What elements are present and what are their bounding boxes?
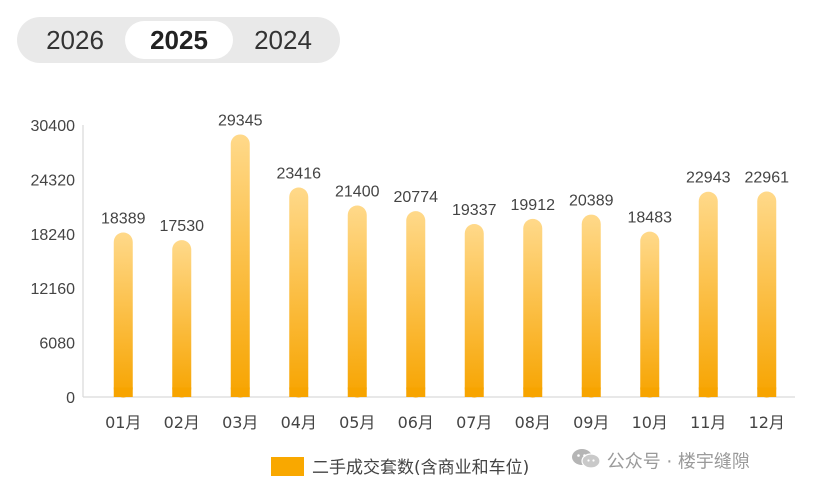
year-tab-2024[interactable]: 2024 — [254, 25, 312, 55]
bar-base — [523, 387, 543, 397]
x-tick-label: 01月 — [105, 413, 141, 432]
year-tab-2026[interactable]: 2026 — [46, 25, 104, 55]
data-label: 20774 — [394, 189, 439, 206]
x-tick-label: 02月 — [164, 413, 200, 432]
bar[interactable] — [581, 214, 601, 398]
data-label: 23416 — [277, 165, 322, 182]
x-tick-label: 07月 — [456, 413, 492, 432]
bar[interactable] — [347, 205, 367, 398]
bar-base — [464, 387, 484, 397]
bar[interactable] — [230, 134, 250, 398]
y-tick-label: 12160 — [31, 281, 76, 298]
x-tick-label: 05月 — [339, 413, 375, 432]
x-tick-label: 08月 — [515, 413, 551, 432]
data-label: 19337 — [452, 202, 497, 219]
data-label: 21400 — [335, 184, 380, 201]
y-tick-label: 24320 — [31, 172, 76, 189]
y-tick-label: 0 — [66, 390, 75, 407]
x-tick-label: 06月 — [398, 413, 434, 432]
bar-base — [230, 387, 250, 397]
bar[interactable] — [289, 187, 309, 398]
x-tick-label: 04月 — [281, 413, 317, 432]
bar-base — [757, 387, 777, 397]
wechat-icon — [571, 448, 601, 477]
bar-base — [640, 387, 660, 397]
data-label: 18389 — [101, 210, 146, 227]
data-label: 22961 — [745, 170, 790, 187]
year-tabs: 2026 2025 2024 — [17, 17, 340, 63]
watermark: 公众号 · 楼宇缝隙 — [571, 448, 750, 473]
bar-base — [113, 387, 133, 397]
year-tab-2025[interactable]: 2025 — [125, 21, 233, 59]
watermark-text: 公众号 · 楼宇缝隙 — [606, 451, 750, 473]
data-label: 20389 — [569, 193, 614, 210]
bar-base — [698, 387, 718, 397]
x-tick-label: 09月 — [573, 413, 609, 432]
bar[interactable] — [464, 223, 484, 398]
y-tick-label: 6080 — [39, 336, 75, 353]
data-label: 17530 — [160, 218, 205, 235]
y-tick-label: 30400 — [31, 118, 76, 135]
bar[interactable] — [113, 232, 133, 398]
data-label: 22943 — [686, 170, 731, 187]
bar[interactable] — [640, 231, 660, 398]
bar[interactable] — [523, 218, 543, 398]
x-tick-label: 10月 — [632, 413, 668, 432]
bar-base — [172, 387, 192, 397]
y-tick-label: 18240 — [31, 227, 76, 244]
bar[interactable] — [406, 211, 426, 398]
bar-base — [289, 387, 309, 397]
legend-label: 二手成交套数(含商业和车位) — [312, 458, 529, 478]
x-tick-label: 03月 — [222, 413, 258, 432]
bar[interactable] — [172, 240, 192, 398]
bar-base — [406, 387, 426, 397]
bar[interactable] — [757, 191, 777, 398]
x-tick-label: 12月 — [749, 413, 785, 432]
data-label: 29345 — [218, 112, 263, 129]
bar-base — [347, 387, 367, 397]
data-label: 18483 — [628, 210, 673, 227]
legend-swatch — [271, 457, 304, 476]
x-tick-label: 11月 — [690, 413, 726, 432]
bar[interactable] — [698, 191, 718, 398]
data-label: 19912 — [511, 197, 556, 214]
bar-base — [581, 387, 601, 397]
